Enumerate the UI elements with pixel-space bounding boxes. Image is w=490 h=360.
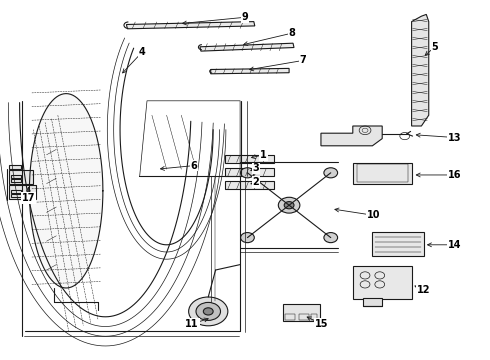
Bar [11,190,21,193]
Circle shape [241,168,254,178]
Bar [311,314,317,320]
Circle shape [284,202,294,209]
Bar [11,175,21,178]
Text: 1: 1 [260,150,267,160]
Text: 7: 7 [299,55,306,66]
Bar [372,232,424,256]
Bar [9,165,21,169]
Polygon shape [211,68,289,74]
Polygon shape [321,126,382,146]
Bar [285,314,295,320]
Text: 15: 15 [315,319,328,329]
Bar [9,185,36,199]
Polygon shape [29,94,103,288]
Circle shape [196,302,220,320]
Text: 3: 3 [252,163,259,174]
Text: 14: 14 [448,240,462,250]
Bar [357,164,408,182]
Circle shape [278,197,300,213]
Text: 12: 12 [416,285,430,295]
Text: 6: 6 [191,161,197,171]
Circle shape [324,233,338,243]
Text: 17: 17 [22,193,35,203]
Bar [353,163,412,184]
Text: 13: 13 [448,132,462,143]
Polygon shape [412,14,429,126]
Text: 9: 9 [242,12,248,22]
Bar [9,170,33,184]
Bar [283,304,320,321]
Circle shape [241,233,254,243]
Text: 11: 11 [185,319,199,329]
Polygon shape [225,155,274,163]
Polygon shape [225,168,274,176]
Text: 10: 10 [367,210,380,220]
Bar [353,266,412,299]
Text: 2: 2 [252,177,259,187]
Polygon shape [200,43,294,51]
Bar [363,298,382,306]
Bar [11,179,21,182]
Circle shape [203,308,213,315]
Bar [299,314,309,320]
Polygon shape [126,22,255,29]
Circle shape [324,168,338,178]
Polygon shape [225,181,274,189]
Text: 4: 4 [139,47,146,57]
Text: 5: 5 [432,42,439,52]
Text: 8: 8 [289,28,295,38]
Text: 16: 16 [448,170,462,180]
Circle shape [189,297,228,326]
Bar [11,194,21,197]
